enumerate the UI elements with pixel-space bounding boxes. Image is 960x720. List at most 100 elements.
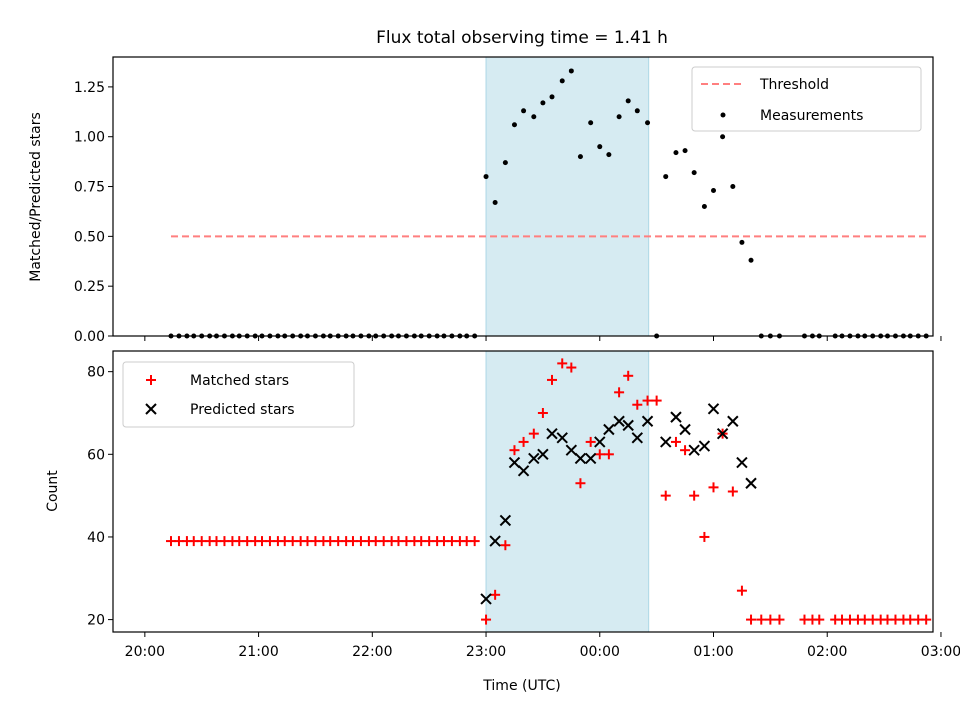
x-stroke-b	[613, 415, 625, 427]
top-y-tick-label: 1.25	[74, 80, 105, 96]
legend-matched-label: Matched stars	[190, 373, 289, 389]
bottom-matched-stars-point	[746, 614, 757, 625]
bottom-predicted-stars-point	[546, 427, 558, 440]
top-legend: Threshold Measurements	[691, 66, 922, 132]
top-y-tick-label: 0.00	[74, 329, 105, 345]
bottom-matched-stars-point	[623, 370, 634, 381]
top-measurements-point	[531, 114, 537, 120]
top-measurements-point	[673, 150, 679, 156]
top-measurements-point	[730, 184, 736, 190]
bottom-predicted-stars-point	[565, 444, 578, 456]
star-count-panel: Count Time (UTC) 20 40 60 80 20:00 21:00 22:00…	[45, 350, 960, 694]
legend-predicted-swatch	[145, 403, 157, 415]
x-stroke-b	[707, 403, 720, 415]
bottom-matched-stars-point	[660, 490, 671, 501]
bottom-legend: Matched stars Predicted stars	[122, 361, 355, 428]
x-stroke-b	[537, 448, 549, 461]
x-stroke-b	[584, 452, 597, 465]
bottom-predicted-stars-point	[528, 452, 540, 465]
bottom-matched-stars-point	[481, 614, 492, 625]
y-axis-label-bottom: Count	[45, 470, 61, 512]
x-stroke-b	[660, 436, 672, 448]
chart-title: Flux total observing time = 1.41 h	[376, 28, 668, 48]
x-stroke-b	[489, 535, 501, 547]
bottom-predicted-stars-point	[537, 448, 549, 461]
x-stroke-b	[745, 477, 757, 489]
x-tick-label: 03:00	[921, 644, 960, 660]
top-y-tick-label: 0.25	[74, 279, 105, 295]
x-stroke-b	[622, 419, 634, 432]
bottom-predicted-stars-point	[631, 432, 644, 444]
bottom-matched-stars-point	[774, 614, 785, 625]
bottom-matched-stars-point	[537, 407, 548, 418]
bottom-legend-box	[122, 361, 355, 428]
bottom-matched-stars-point	[921, 614, 932, 625]
bottom-matched-stars-point	[736, 585, 747, 596]
legend-threshold-label: Threshold	[759, 77, 829, 93]
bottom-predicted-stars-point	[716, 427, 729, 440]
x-tick-label: 02:00	[807, 644, 847, 660]
legend-measurements-label: Measurements	[760, 108, 863, 124]
bottom-predicted-stars-point	[622, 419, 634, 432]
bottom-matched-stars-point	[614, 387, 625, 398]
top-measurements-point	[511, 122, 517, 128]
bottom-y-tick-label: 40	[87, 530, 105, 546]
bottom-predicted-stars-point	[584, 452, 597, 465]
bottom-predicted-stars-point	[556, 432, 568, 444]
bottom-predicted-stars-point	[745, 477, 757, 489]
bottom-matched-stars-point	[680, 445, 691, 456]
bottom-matched-stars-point	[765, 614, 776, 625]
bottom-plot-area: 20 40 60 80 20:00 21:00 22:00 23:00 00:00 01:00 02…	[87, 350, 960, 660]
bottom-matched-stars-point	[756, 614, 767, 625]
y-axis-label-top: Matched/Predicted stars	[28, 112, 44, 282]
bottom-matched-stars-point	[490, 589, 501, 600]
top-measurements-point	[710, 188, 716, 194]
top-measurements-point	[597, 144, 603, 150]
bottom-matched-stars-point	[528, 428, 539, 439]
top-plot-area: 0.00 0.25 0.50 0.75 1.00 1.25	[74, 56, 942, 345]
x-stroke-b	[480, 593, 492, 605]
bottom-predicted-stars-point	[736, 456, 748, 469]
bottom-predicted-stars-point	[707, 403, 720, 415]
x-tick-label: 00:00	[580, 644, 620, 660]
bottom-predicted-stars-point	[508, 456, 521, 469]
x-stroke-b	[546, 427, 558, 440]
bottom-matched-stars-point	[814, 614, 825, 625]
bottom-matched-stars-point	[670, 436, 681, 447]
x-tick-label: 22:00	[352, 644, 392, 660]
bottom-predicted-stars-point	[688, 444, 700, 456]
bottom-y-tick-label: 80	[87, 365, 105, 381]
bottom-predicted-stars-point	[727, 415, 739, 427]
x-stroke-b	[517, 465, 530, 477]
bottom-matched-stars-point	[469, 536, 480, 547]
bottom-axes-frame	[112, 350, 934, 633]
x-stroke-b	[508, 456, 521, 469]
x-stroke-b	[698, 440, 711, 452]
bottom-matched-stars-point	[727, 486, 738, 497]
legend-measurements-swatch	[720, 112, 726, 118]
top-measurements-point	[568, 68, 574, 74]
top-measurements-point	[720, 134, 726, 140]
bottom-matched-stars-point	[708, 482, 719, 493]
bottom-predicted-stars-point	[679, 423, 691, 436]
top-measurements-point	[588, 120, 594, 126]
bottom-matched-stars-point	[509, 445, 520, 456]
top-measurements-point	[663, 174, 669, 180]
x-axis-label: Time (UTC)	[482, 678, 560, 694]
x-stroke-b	[736, 456, 748, 469]
bottom-predicted-stars-point	[517, 465, 530, 477]
x-stroke-b	[556, 432, 568, 444]
x-tick-label: 01:00	[693, 644, 733, 660]
bottom-matched-stars-point	[603, 449, 614, 460]
top-measurements-point	[645, 120, 651, 126]
top-measurements-point	[691, 170, 697, 176]
top-legend-box	[691, 66, 922, 132]
x-stroke-b	[528, 452, 540, 465]
x-stroke-b	[594, 436, 606, 448]
top-axes-frame	[112, 56, 934, 337]
bottom-predicted-stars-point	[489, 535, 501, 547]
top-observing-span	[485, 56, 650, 337]
bottom-matched-stars-point	[651, 395, 662, 406]
bottom-matched-stars-point	[594, 449, 605, 460]
bottom-predicted-stars-point	[641, 415, 654, 427]
